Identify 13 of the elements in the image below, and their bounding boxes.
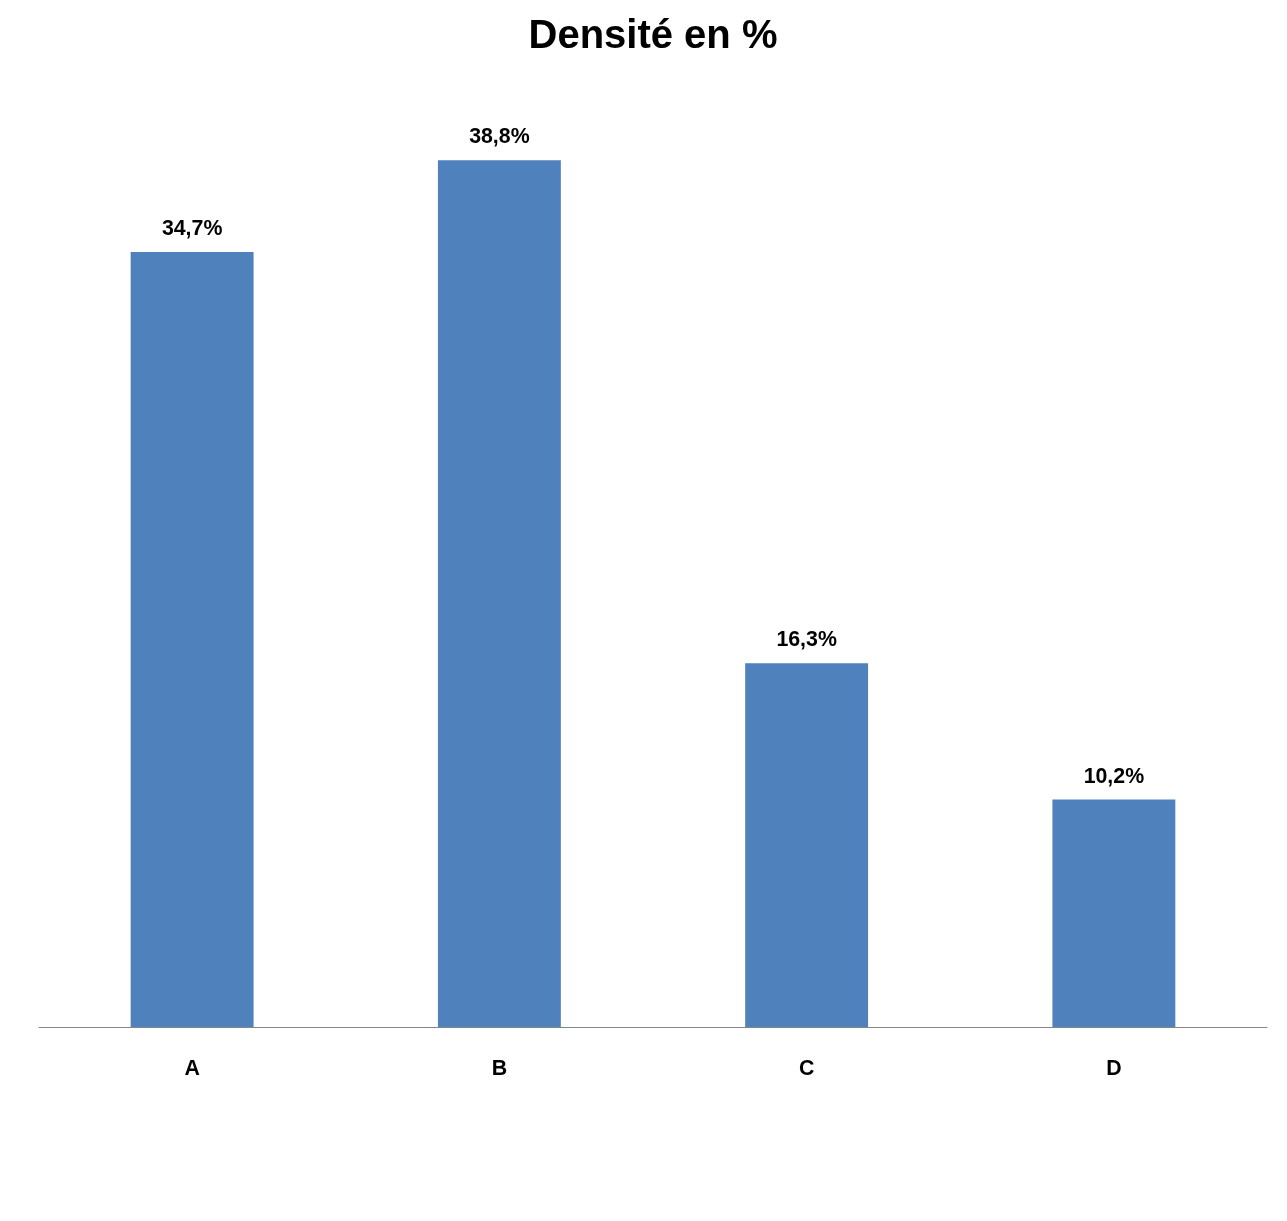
x-tick-label: B [491,1055,508,1080]
bar [130,251,254,1028]
data-label: 16,3% [776,627,837,652]
data-label: 34,7% [161,215,223,240]
data-label: 38,8% [469,124,530,149]
x-tick-label: A [184,1055,200,1080]
chart-title: Densité en % [528,11,778,56]
data-label: 10,2% [1083,763,1145,788]
bar [437,160,561,1028]
x-tick-label: C [798,1055,815,1080]
bar [745,663,869,1028]
x-tick-label: D [1106,1055,1122,1080]
bar [1052,799,1176,1028]
